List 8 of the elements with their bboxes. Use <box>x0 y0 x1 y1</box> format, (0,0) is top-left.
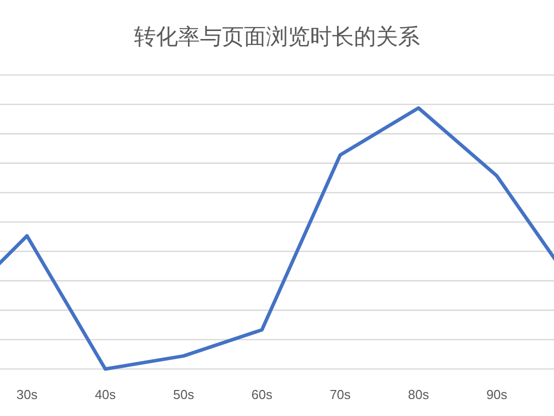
x-tick-label: 40s <box>94 387 116 402</box>
x-tick-label: 90s <box>486 387 508 402</box>
x-tick-label: 30s <box>16 387 38 402</box>
x-tick-label: 60s <box>251 387 273 402</box>
x-tick-label: 70s <box>330 387 352 402</box>
x-tick-label: 80s <box>408 387 430 402</box>
x-tick-label: 50s <box>173 387 195 402</box>
chart-title: 转化率与页面浏览时长的关系 <box>134 24 420 49</box>
